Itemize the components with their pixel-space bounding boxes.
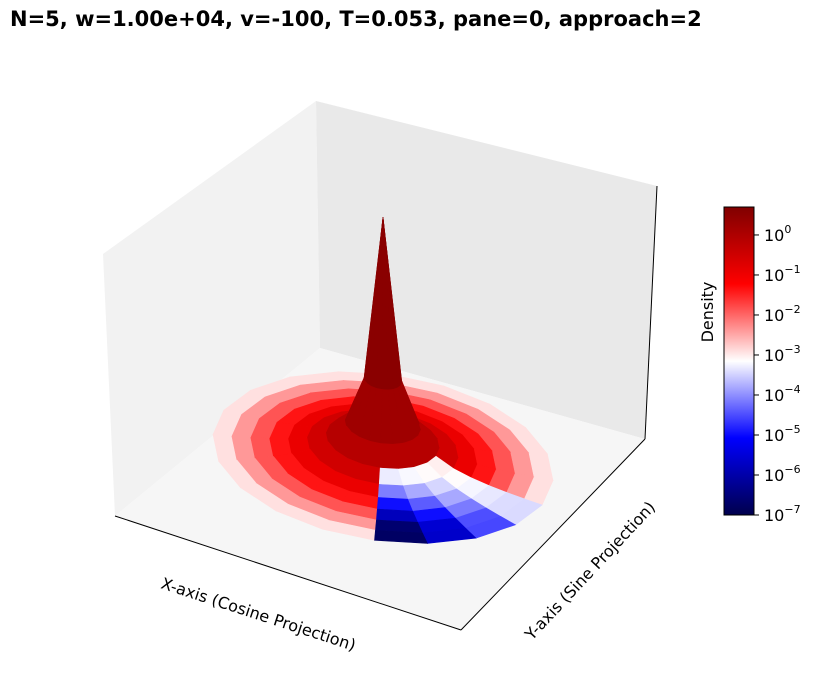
colorbar-ticks: 10−7 10−6 10−5 10−4 10−3 10−2 10−1 100 [754,223,801,525]
colorbar-tick-label: 100 [764,223,791,245]
y-axis-line [460,438,646,631]
colorbar-tick-label: 10−3 [764,343,801,365]
colorbar: 10−7 10−6 10−5 10−4 10−3 10−2 10−1 100 Density [698,206,801,525]
colorbar-tick-label: 10−5 [764,423,801,445]
colorbar-label: Density [698,282,717,343]
x-axis-line [114,515,462,631]
colorbar-tick-label: 10−4 [764,383,801,405]
colorbar-gradient [723,206,755,516]
surface-patch [377,484,409,500]
colorbar-tick-label: 10−1 [764,263,801,285]
surface-patch [374,529,428,544]
surface-patch [269,438,293,457]
back-left-pane [103,101,320,516]
colorbar-tick-label: 10−6 [764,463,801,485]
colorbar-tick-label: 10−2 [764,303,801,325]
chart-title: N=5, w=1.00e+04, v=-100, T=0.053, pane=0… [10,7,702,31]
back-right-pane [316,101,657,439]
z-axis-line [644,185,658,440]
density-surface [212,216,554,544]
colorbar-tick-label: 10−7 [764,503,801,525]
